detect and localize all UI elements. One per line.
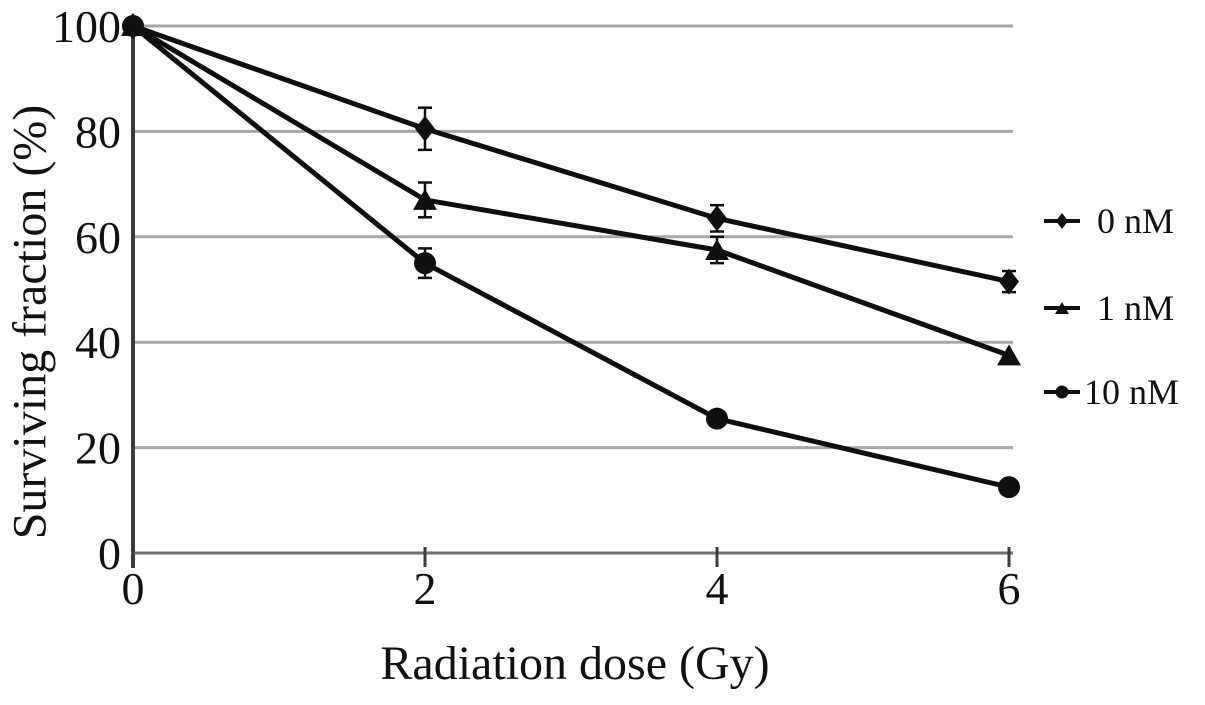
x-axis-title: Radiation dose (Gy)	[380, 637, 770, 690]
x-tick-label: 0	[122, 563, 145, 614]
y-tick-label: 20	[75, 423, 121, 474]
legend: 0 nM 1 nM 10 nM	[1042, 0, 1205, 705]
legend-item: 10 nM	[1042, 372, 1179, 412]
circle-marker	[122, 15, 144, 37]
diamond-marker	[999, 268, 1019, 295]
triangle-marker	[413, 188, 437, 210]
diamond-marker	[415, 115, 435, 142]
x-tick-label: 2	[414, 563, 437, 614]
y-tick-label: 0	[98, 528, 121, 579]
y-tick-label: 60	[75, 212, 121, 263]
triangle-icon	[1044, 302, 1080, 314]
legend-item: 1 nM	[1042, 288, 1174, 328]
series-line	[132, 23, 1010, 285]
y-tick-label: 40	[75, 317, 121, 368]
y-tick-label: 100	[52, 1, 121, 52]
legend-label: 1 nM	[1097, 288, 1175, 328]
triangle-marker	[705, 238, 729, 260]
circle-marker	[998, 476, 1020, 499]
circle-icon	[1044, 385, 1080, 399]
y-axis-title: Surviving fraction (%)	[3, 104, 57, 540]
diamond-marker	[707, 205, 727, 232]
y-tick-label: 80	[75, 106, 121, 157]
diamond-icon	[1044, 213, 1080, 229]
legend-label: 10 nM	[1084, 372, 1180, 412]
x-tick-label: 4	[706, 563, 729, 614]
triangle-marker	[997, 344, 1021, 366]
circle-marker	[414, 252, 436, 275]
legend-label: 0 nM	[1097, 201, 1175, 241]
series-line	[131, 24, 1010, 490]
legend-item: 0 nM	[1042, 201, 1174, 241]
series-line	[131, 23, 1010, 358]
x-tick-label: 6	[998, 563, 1021, 614]
circle-marker	[706, 407, 728, 430]
